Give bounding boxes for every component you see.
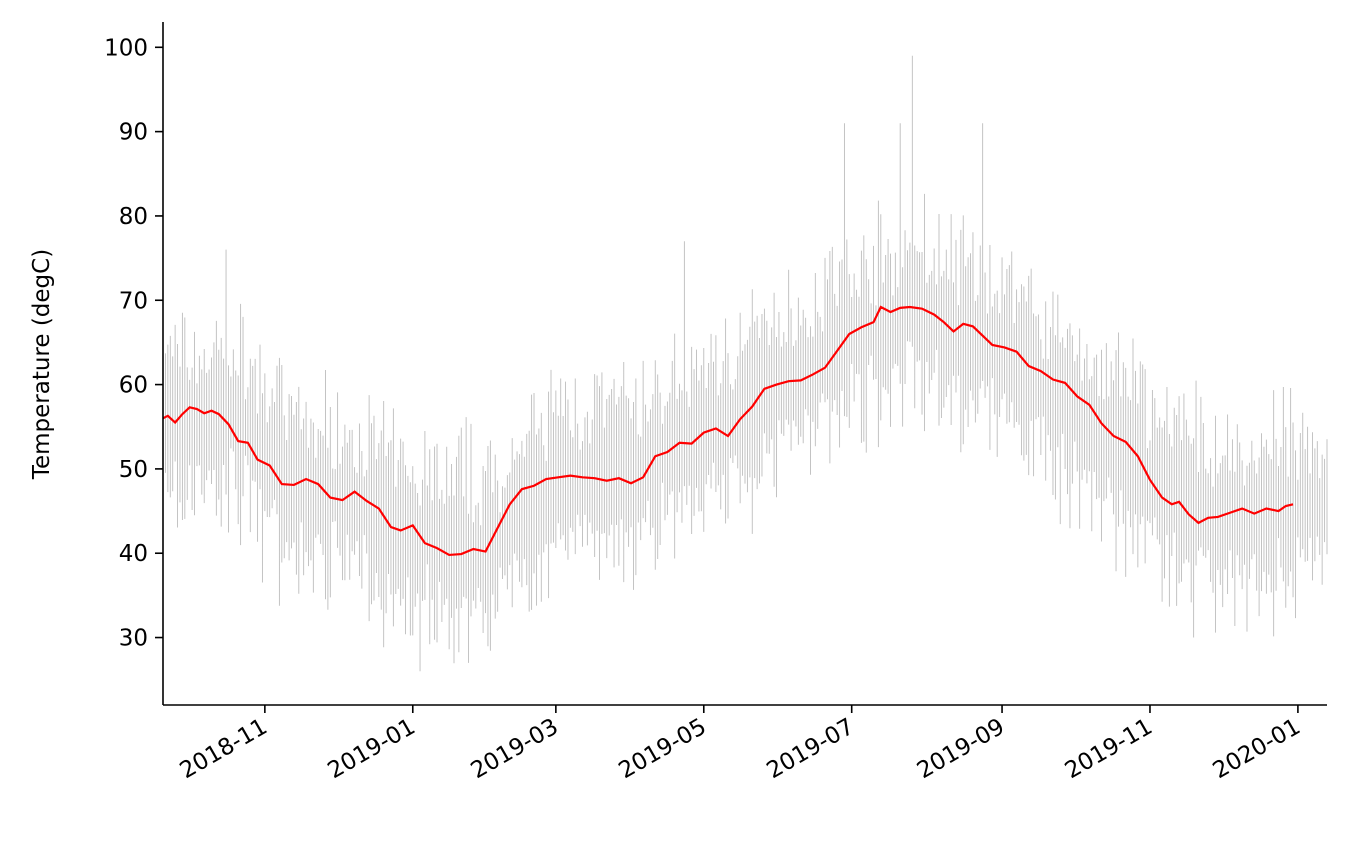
y-tick-label: 70 [119,288,148,314]
y-tick-label: 50 [119,457,148,483]
y-tick-label: 100 [104,35,148,61]
y-tick-label: 40 [119,541,148,567]
y-tick-label: 60 [119,373,148,399]
y-tick-label: 30 [119,626,148,652]
rolling-mean-line [162,305,1294,557]
y-axis-title: Temperature (degC) [29,249,55,480]
y-tick-label: 80 [119,204,148,230]
y-tick-label: 90 [119,120,148,146]
y-axis-ticks: 30 40 50 60 70 80 90 100 [104,35,163,652]
